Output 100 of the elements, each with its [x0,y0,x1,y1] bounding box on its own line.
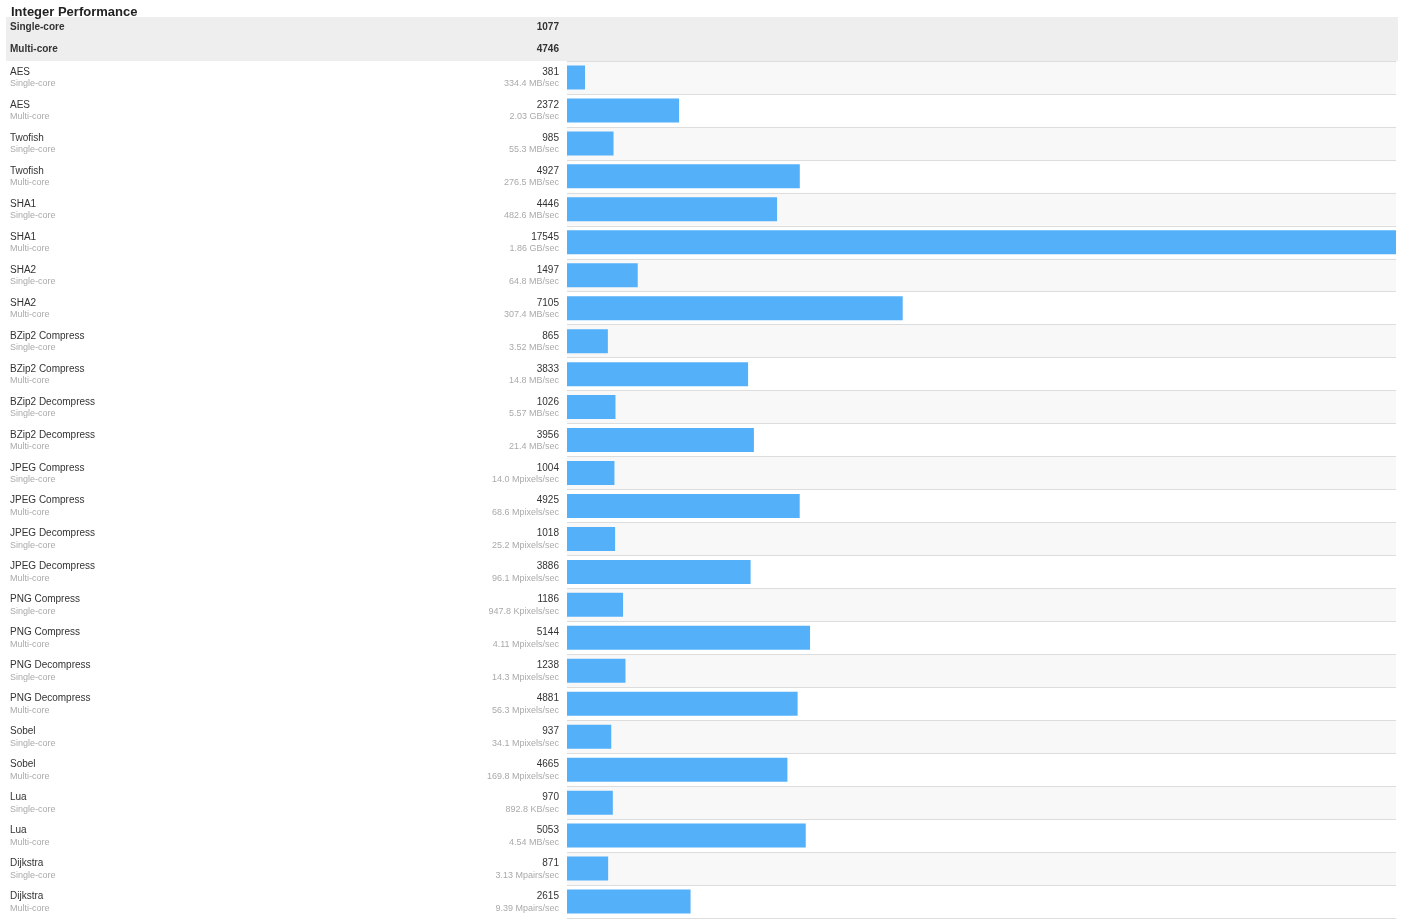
text: 14.8 MB/sec [508,375,560,386]
bar [567,362,749,387]
text: 3.52 MB/sec [508,342,560,353]
y-tick-label: PNG Compress Multi-core [10,626,81,649]
bar [567,197,778,222]
y-tick-label: Dijkstra Single-core [10,857,56,880]
data-label: 3956 [536,428,560,440]
bar [567,263,638,288]
data-label: 17545 [531,230,560,242]
data-label: 3886 [536,560,560,572]
y-tick-label: JPEG Decompress Multi-core [10,560,96,583]
y-tick-label: JPEG Compress Single-core [10,461,85,485]
text: 2.03 GB/sec [509,111,560,122]
text: 4.54 MB/sec [508,836,560,847]
y-tick-label: PNG Compress Single-core [10,593,81,616]
text: 9.39 Mpairs/sec [495,902,560,913]
text: 14.0 Mpixels/sec [491,474,560,485]
text: 5.57 MB/sec [508,408,560,419]
text: 276.5 MB/sec [503,177,560,188]
data-label: 4881 [536,692,560,704]
y-tick-label: Dijkstra Multi-core [10,890,50,913]
y-tick-label: Lua Single-core [10,791,56,814]
text: 1.86 GB/sec [509,243,560,254]
text: 1077 [536,20,560,32]
data-label: 1186 [537,593,560,605]
bar [567,395,616,420]
text: 96.1 Mpixels/sec [491,572,560,583]
bar [567,493,800,518]
text: 68.6 Mpixels/sec [491,506,560,517]
y-tick-label: SHA2 Multi-core [10,296,50,320]
text: 55.3 MB/sec [508,144,560,155]
data-label: 4446 [536,197,560,209]
text: 169.8 Mpixels/sec [486,770,560,781]
bar [567,461,615,486]
data-label: 1004 [536,461,560,473]
text: 334.4 MB/sec [503,78,560,89]
y-tick-label: PNG Decompress Single-core [10,659,91,682]
data-label: 1018 [536,527,560,539]
text: 482.6 MB/sec [503,210,560,221]
bar [567,296,903,321]
y-tick-label: AES Multi-core [10,98,50,122]
y-tick-label: BZip2 Compress Single-core [10,329,85,353]
data-label: 5053 [536,824,560,836]
bar [567,790,613,815]
text: 64.8 MB/sec [508,276,560,287]
data-label: 985 [542,131,560,143]
text: 14.3 Mpixels/sec [491,671,560,682]
y-tick-label: BZip2 Decompress Single-core [10,395,96,419]
bar [567,526,616,551]
bar [567,724,612,749]
y-tick-label: BZip2 Compress Multi-core [10,362,85,386]
data-label: 3833 [536,362,560,374]
data-label: 937 [542,725,560,737]
text: 947.8 Kpixels/sec [488,605,560,616]
data-label: 7105 [536,296,560,308]
data-label: 4925 [536,494,560,506]
text: Multi-core [10,42,59,54]
bar [567,98,680,123]
bar [567,856,609,881]
y-tick-label: JPEG Decompress Single-core [10,527,96,550]
text: Integer Performance [11,4,138,19]
bar [567,625,811,650]
y-tick-label: SHA1 Single-core [10,197,56,221]
data-label: 1497 [536,263,560,275]
y-tick-label: Twofish Multi-core [10,164,50,188]
y-tick-label: AES Single-core [10,65,56,89]
y-tick-label: Twofish Single-core [10,131,56,155]
y-tick-label: SHA2 Single-core [10,263,56,287]
bar [567,889,691,914]
y-tick-label: BZip2 Decompress Multi-core [10,428,96,452]
text: 34.1 Mpixels/sec [491,737,560,748]
data-label: 2372 [536,98,560,110]
bar [567,131,614,156]
text: Single-core [10,20,65,32]
y-tick-label: PNG Decompress Multi-core [10,692,91,715]
y-tick-label: Sobel Single-core [10,725,56,748]
data-label: 1026 [536,395,560,407]
data-label: 1238 [536,659,560,671]
data-label: 970 [542,791,560,803]
y-tick-label: Sobel Multi-core [10,758,50,781]
bar [567,559,751,584]
text: 892.8 KB/sec [505,803,560,814]
text: 307.4 MB/sec [503,309,560,320]
data-label: 5144 [536,626,560,638]
data-label: 865 [542,329,560,341]
data-label: 2615 [536,890,560,902]
y-tick-label: Lua Multi-core [10,824,50,847]
data-label: 871 [542,857,560,869]
bar [567,65,585,90]
bar [567,691,798,716]
y-tick-label: SHA1 Multi-core [10,230,50,254]
bar [567,757,788,782]
text: 4.11 Mpixels/sec [492,638,560,649]
data-label: 381 [542,65,560,77]
text: 56.3 Mpixels/sec [491,704,560,715]
bar [567,592,624,617]
text: 25.2 Mpixels/sec [491,539,560,550]
bar [567,823,806,848]
text: 3.13 Mpairs/sec [495,869,560,880]
bar [567,329,608,354]
